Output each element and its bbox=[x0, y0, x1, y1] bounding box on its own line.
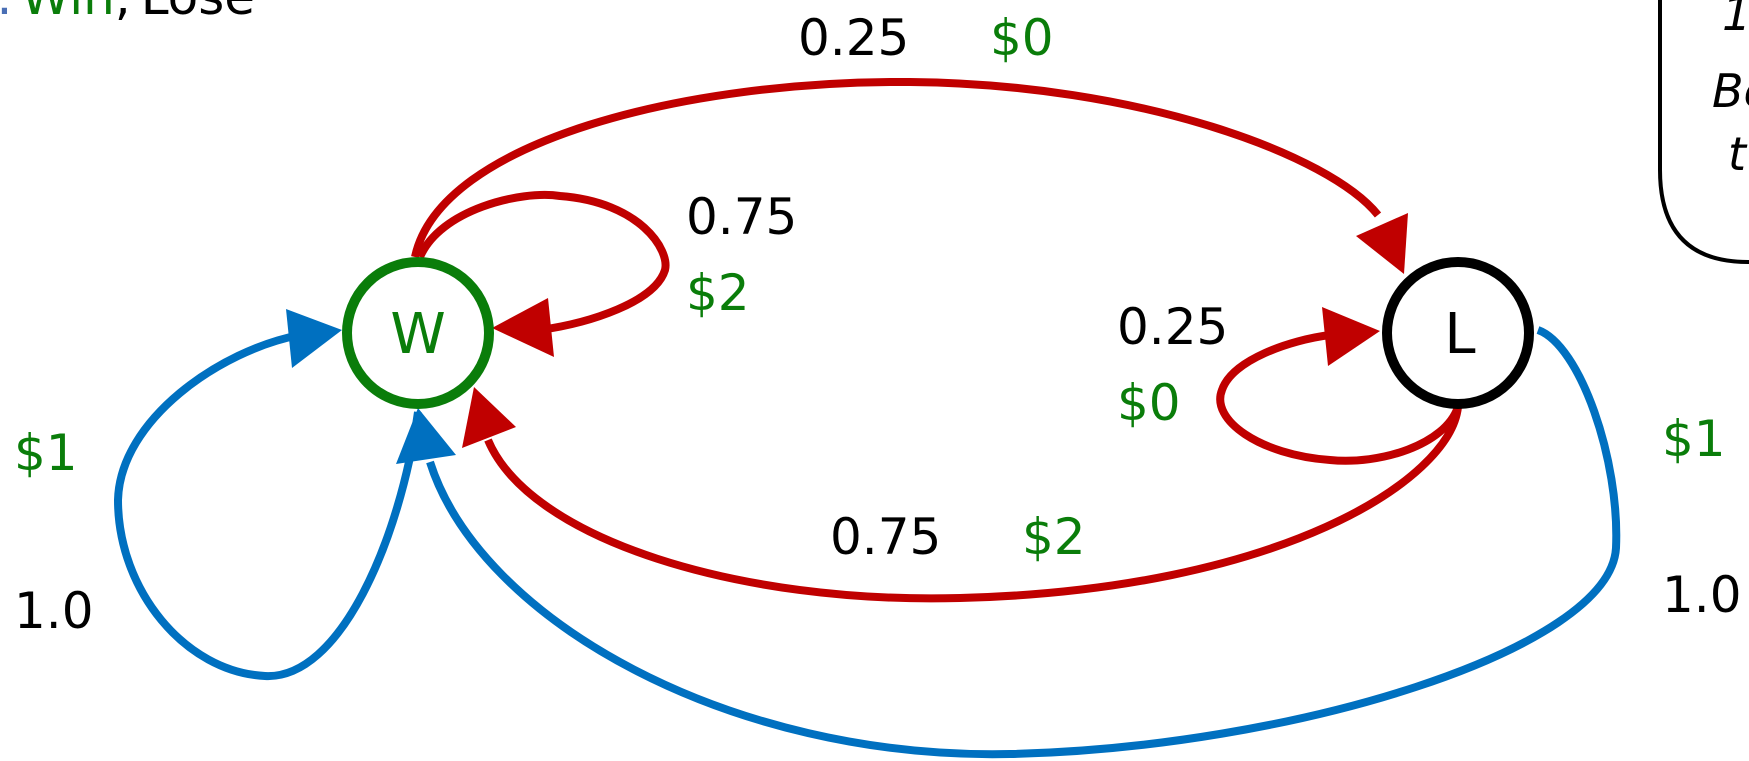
node-lose bbox=[1382, 257, 1534, 409]
label-l-self-red-reward: $0 bbox=[1117, 374, 1181, 432]
label-w-to-l-reward: $0 bbox=[990, 9, 1054, 67]
node-win bbox=[342, 257, 494, 409]
label-w-self-blue-reward: $1 bbox=[14, 424, 78, 482]
edge-w-self-blue bbox=[113, 331, 422, 681]
side-box-line2: Be bbox=[1712, 64, 1749, 118]
node-lose-label: L bbox=[1444, 302, 1475, 367]
side-box-line1: 1 bbox=[1722, 0, 1749, 41]
header-prefix: : bbox=[0, 0, 13, 26]
header-lose: Lose bbox=[141, 0, 255, 26]
edge-l-to-w-blue bbox=[426, 326, 1621, 759]
edge-w-self-red bbox=[416, 191, 670, 334]
edge-l-self-red bbox=[1216, 331, 1462, 465]
edge-l-to-w-red bbox=[484, 406, 1462, 603]
label-l-self-red-prob: 0.25 bbox=[1117, 298, 1228, 356]
label-w-self-red-prob: 0.75 bbox=[686, 188, 797, 246]
arrowhead-l-self-red bbox=[1322, 307, 1380, 366]
arrowhead-w-to-l-top bbox=[1356, 213, 1408, 274]
header-separator: , bbox=[115, 0, 131, 26]
label-w-to-l-prob: 0.25 bbox=[798, 9, 909, 67]
edge-w-to-l-top bbox=[411, 77, 1382, 258]
label-w-self-blue-prob: 1.0 bbox=[14, 582, 94, 640]
label-l-to-w-red-prob: 0.75 bbox=[830, 508, 941, 566]
header-legend: : Win, Lose bbox=[0, 0, 255, 26]
label-l-to-w-blue-reward: $1 bbox=[1662, 410, 1726, 468]
arrowhead-w-self-blue bbox=[286, 309, 342, 368]
arrowhead-l-to-w-red bbox=[462, 387, 516, 448]
arrowhead-w-self-red bbox=[492, 298, 554, 357]
header-win: Win bbox=[21, 0, 115, 26]
arrowhead-l-to-w-blue bbox=[396, 408, 456, 464]
label-w-self-red-reward: $2 bbox=[686, 264, 750, 322]
label-l-to-w-red-reward: $2 bbox=[1022, 508, 1086, 566]
label-l-to-w-blue-prob: 1.0 bbox=[1662, 566, 1742, 624]
side-box-line3: t bbox=[1728, 127, 1748, 181]
side-box bbox=[1658, 0, 1749, 264]
node-win-label: W bbox=[390, 302, 445, 367]
